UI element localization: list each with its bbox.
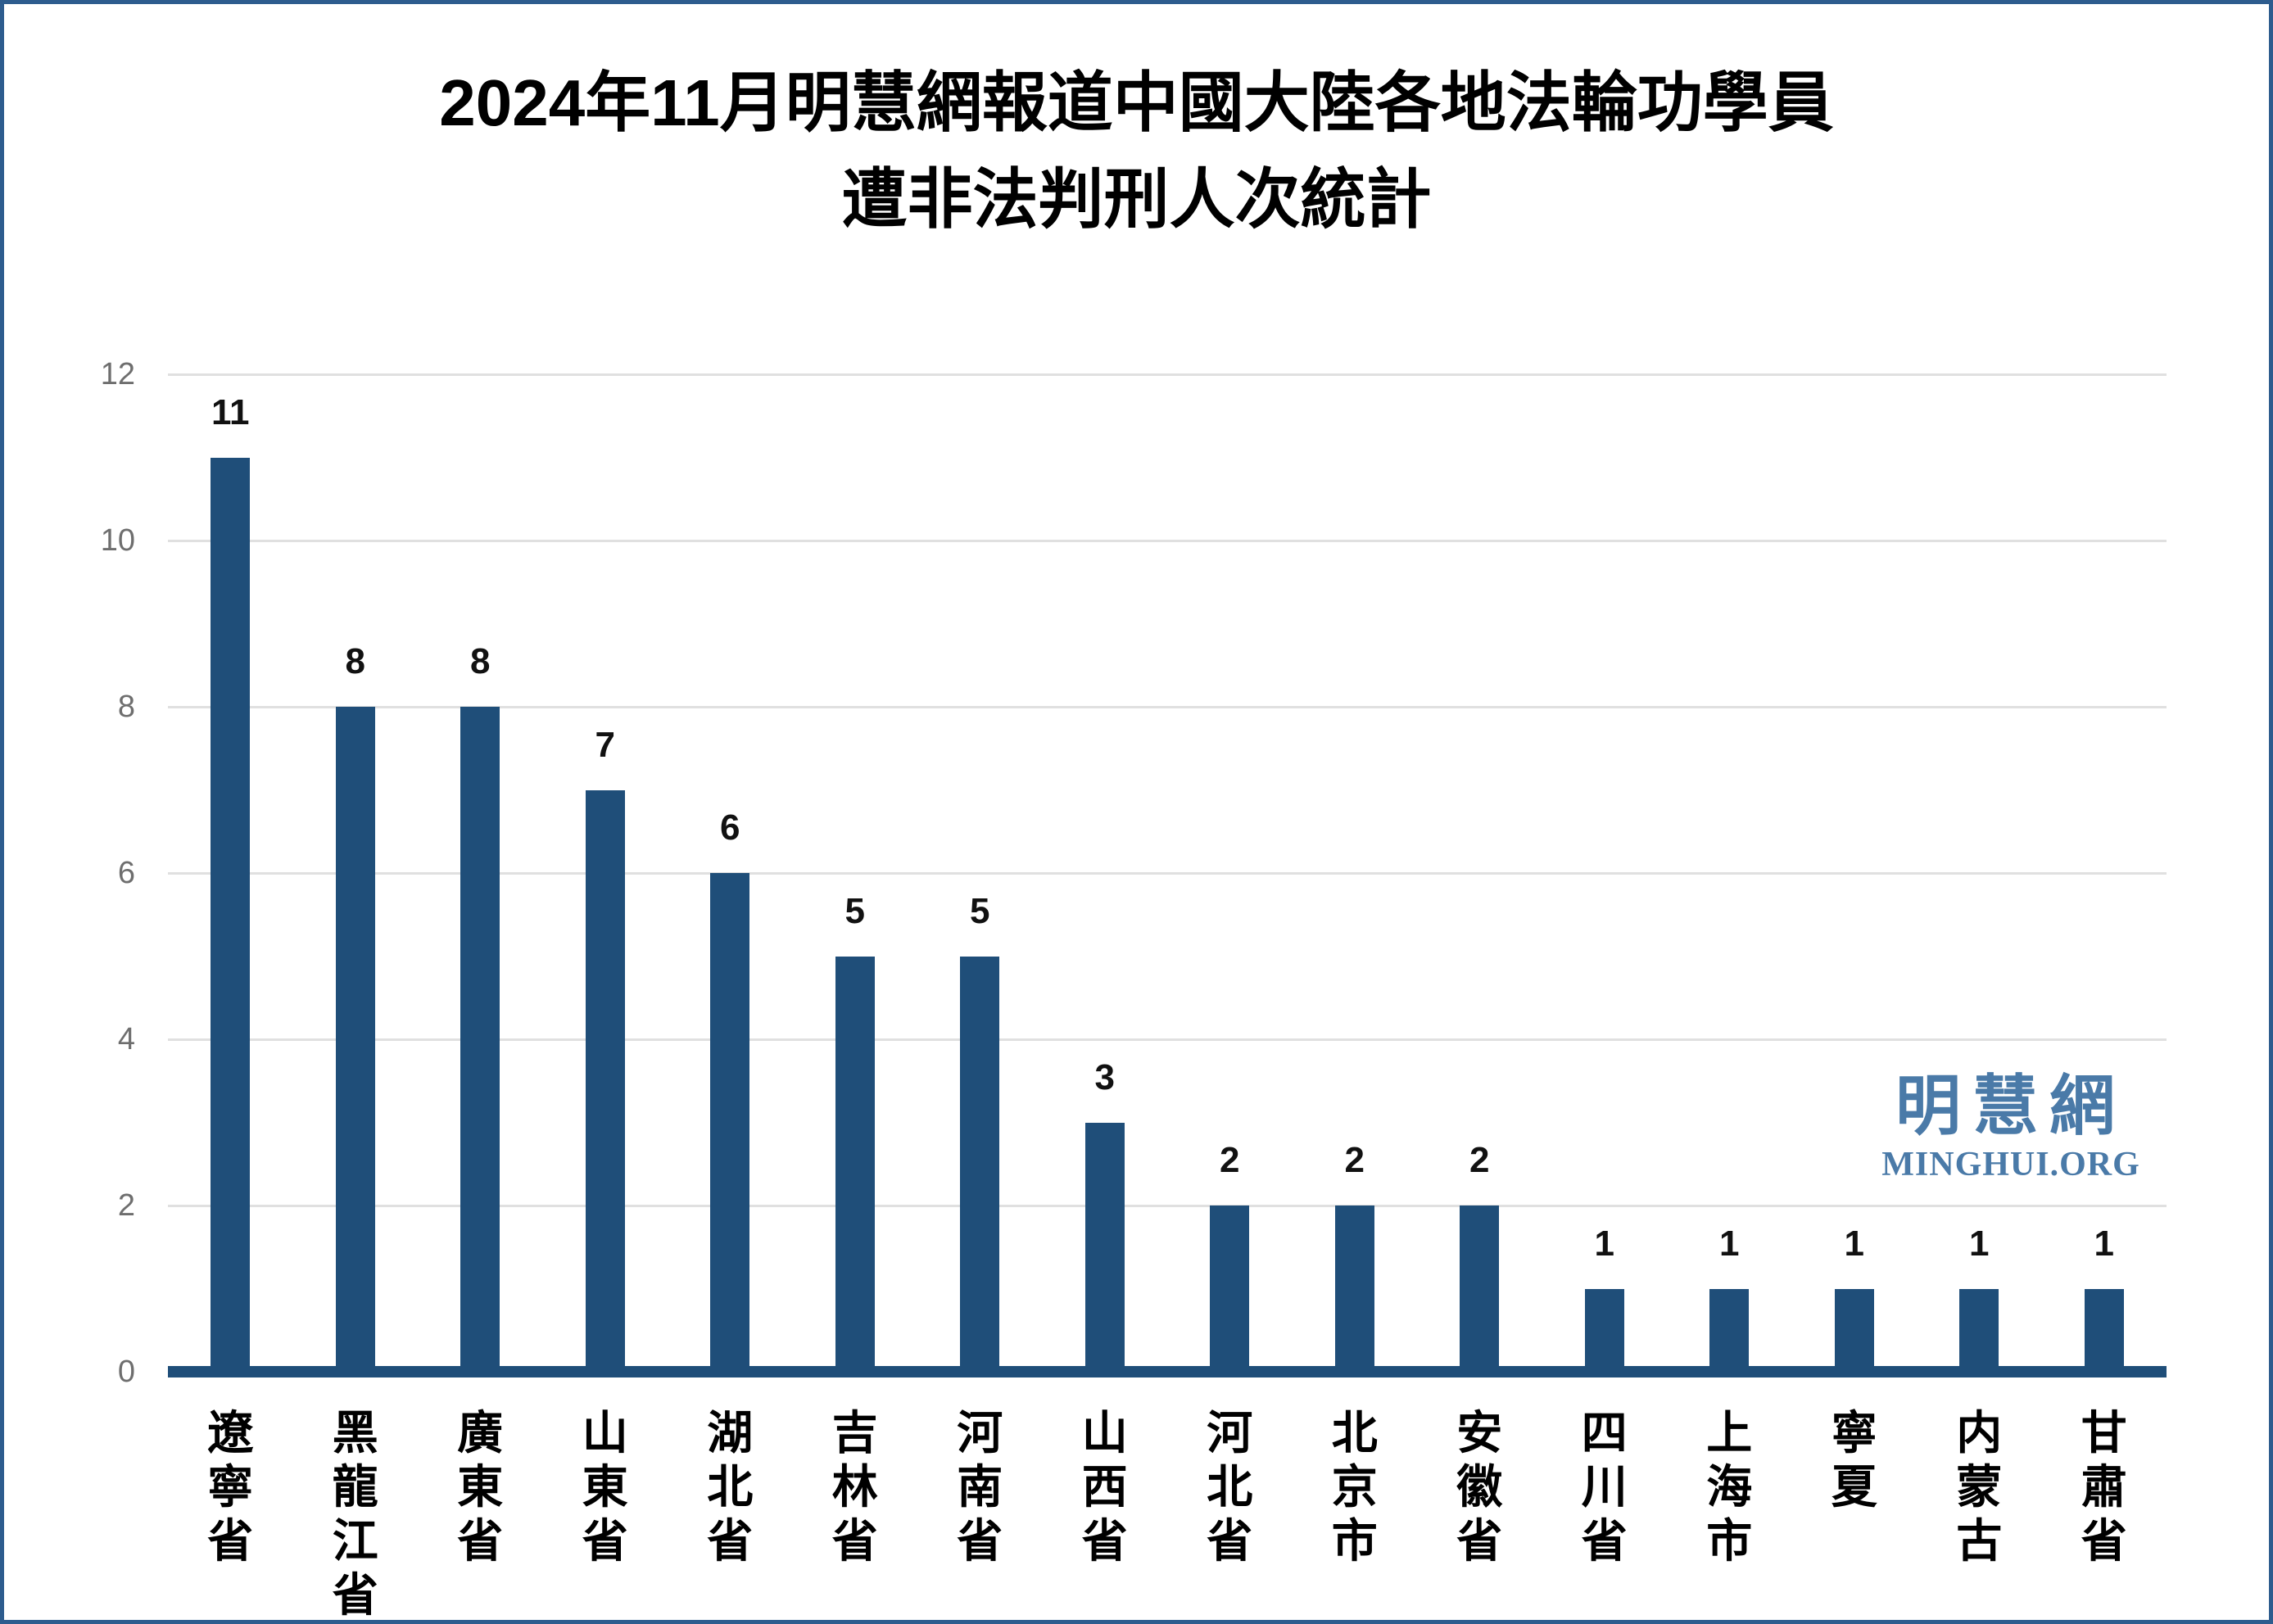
gridline	[168, 373, 2167, 376]
bar	[835, 956, 875, 1372]
bar-value-label: 1	[2094, 1223, 2114, 1264]
bar	[211, 457, 251, 1372]
x-axis-label: 内蒙古	[1956, 1407, 2003, 1567]
x-axis-label: 安徽省	[1456, 1407, 1503, 1567]
x-axis-label: 寧夏	[1831, 1407, 1877, 1513]
gridline	[168, 1038, 2167, 1041]
y-axis-tick-label: 6	[117, 856, 135, 890]
bar-value-label: 1	[1969, 1223, 1990, 1264]
x-axis-label: 河南省	[957, 1407, 1003, 1567]
bar-value-label: 2	[1220, 1140, 1240, 1180]
x-axis-label: 吉林省	[831, 1407, 878, 1567]
bar	[1959, 1288, 1999, 1372]
bar	[960, 956, 1000, 1372]
bar-value-label: 1	[1844, 1223, 1864, 1264]
bar-value-label: 2	[1469, 1140, 1490, 1180]
bar	[1334, 1206, 1374, 1372]
chart-title-line2: 遭非法判刑人次統計	[841, 163, 1432, 236]
bar-value-label: 7	[595, 724, 615, 765]
x-axis-label: 上海市	[1706, 1407, 1753, 1567]
minghui-watermark: 明慧網 MINGHUI.ORG	[1814, 1069, 2207, 1185]
bar	[460, 707, 500, 1372]
x-axis-label: 山西省	[1081, 1407, 1128, 1567]
minghui-watermark-latin: MINGHUI.ORG	[1881, 1146, 2140, 1183]
y-axis-tick-label: 4	[117, 1022, 135, 1056]
y-axis-tick-label: 0	[117, 1355, 135, 1389]
gridline	[168, 540, 2167, 542]
gridline	[168, 706, 2167, 708]
bar-chart-plot-area: 0 2 4 6 8 10 12 11 遼寧省 8 黑龍江省 8 廣東省 7 山東省 6 湖北省 5 吉林省 5 河南省 3…	[4, 4, 2269, 1620]
bar-value-label: 8	[470, 641, 491, 681]
bar-value-label: 1	[1719, 1223, 1740, 1264]
x-axis-label: 湖北省	[707, 1407, 754, 1567]
x-axis-label: 甘肅省	[2081, 1407, 2127, 1567]
bar	[1084, 1122, 1125, 1372]
bar	[585, 789, 625, 1372]
bar	[710, 873, 750, 1372]
bar	[1834, 1288, 1874, 1372]
bar	[1210, 1206, 1250, 1372]
gridline	[168, 1205, 2167, 1207]
bar	[2084, 1288, 2124, 1372]
minghui-watermark-cjk: 明慧網	[1895, 1070, 2126, 1142]
bar-value-label: 1	[1594, 1223, 1614, 1264]
bar	[1584, 1288, 1624, 1372]
bar-value-label: 6	[720, 807, 740, 848]
x-axis-label: 黑龍江省	[332, 1407, 378, 1621]
bar-value-label: 11	[211, 391, 250, 432]
x-axis-label: 北京市	[1331, 1407, 1378, 1567]
bar-value-label: 2	[1344, 1140, 1365, 1180]
y-axis-tick-label: 8	[117, 690, 135, 724]
y-axis-tick-label: 2	[117, 1188, 135, 1223]
chart-title: 2024年11月明慧網報道中國大陸各地法輪功學員 遭非法判刑人次統計	[4, 55, 2269, 248]
y-axis-tick-label: 10	[100, 523, 135, 558]
bar-value-label: 5	[844, 890, 865, 931]
chart-title-line1: 2024年11月明慧網報道中國大陸各地法輪功學員	[439, 66, 1834, 139]
x-axis-label: 四川省	[1581, 1407, 1628, 1567]
bar-value-label: 8	[345, 641, 365, 681]
bar	[1460, 1206, 1500, 1372]
bar	[335, 707, 375, 1372]
x-axis-label: 遼寧省	[207, 1407, 254, 1567]
y-axis-tick-label: 12	[100, 357, 135, 391]
x-axis-label: 廣東省	[457, 1407, 504, 1567]
gridline	[168, 872, 2167, 875]
x-axis-label: 河北省	[1207, 1407, 1253, 1567]
x-axis-line	[168, 1366, 2167, 1377]
bar	[1709, 1288, 1750, 1372]
bar-value-label: 5	[970, 890, 990, 931]
x-axis-label: 山東省	[582, 1407, 628, 1567]
bar-value-label: 3	[1094, 1056, 1115, 1097]
